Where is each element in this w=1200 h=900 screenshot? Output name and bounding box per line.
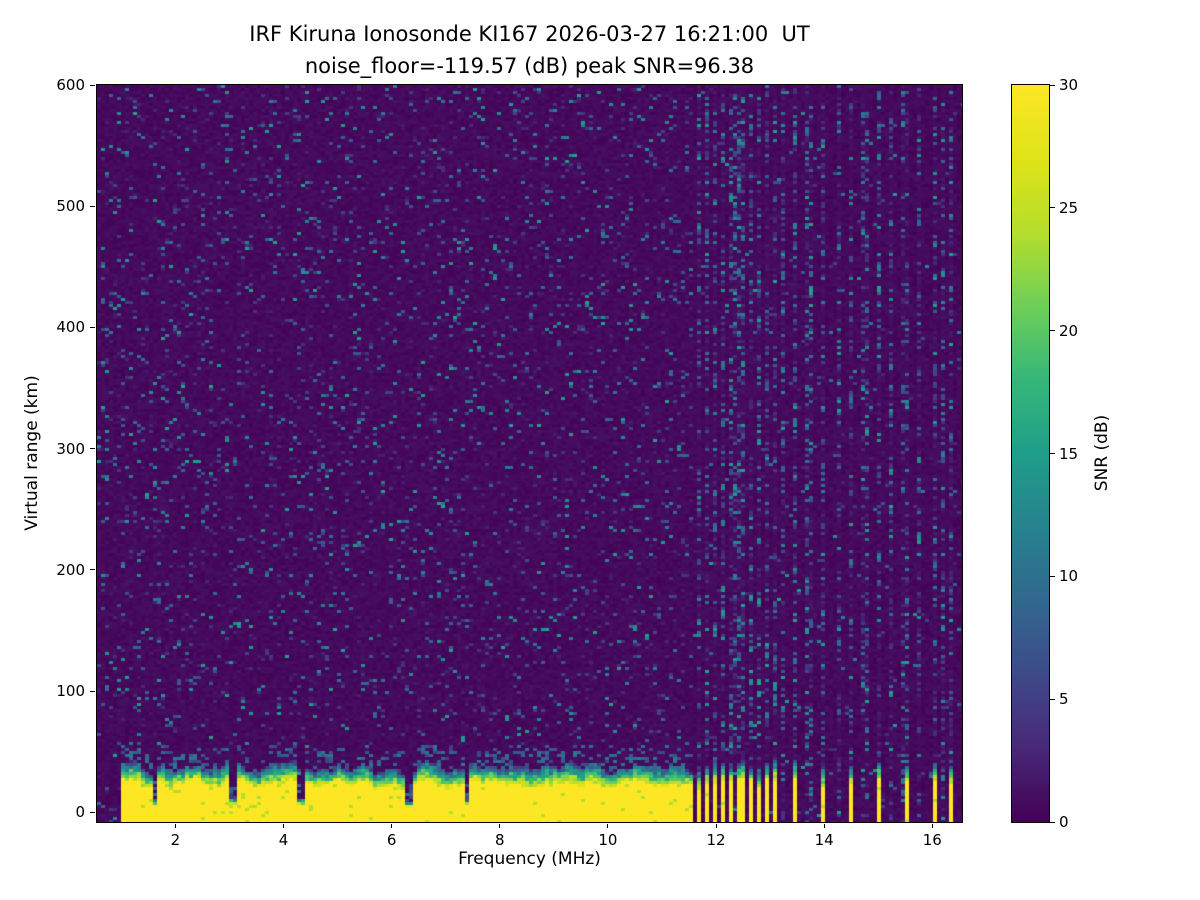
colorbar-tick-mark <box>1050 453 1055 454</box>
x-tick-label: 8 <box>494 831 505 849</box>
colorbar-tick-label: 10 <box>1059 567 1079 586</box>
heatmap-canvas <box>97 85 962 822</box>
x-tick-mark <box>715 824 717 828</box>
x-tick-label: 12 <box>706 831 726 849</box>
colorbar-tick-mark <box>1050 207 1055 209</box>
y-tick-label: 300 <box>56 439 85 458</box>
y-tick-mark <box>90 448 95 450</box>
x-tick-label: 10 <box>598 831 618 849</box>
y-tick-mark <box>90 690 95 692</box>
x-tick-label: 4 <box>278 831 289 849</box>
colorbar-tick-mark <box>1050 330 1055 332</box>
colorbar-tick-label: 5 <box>1059 690 1069 709</box>
y-tick-mark <box>90 205 95 207</box>
x-tick-label: 2 <box>170 831 181 849</box>
y-tick-mark <box>90 811 95 813</box>
y-tick-label: 0 <box>75 803 85 822</box>
x-tick-mark <box>499 824 501 828</box>
plot-area <box>96 84 963 823</box>
y-tick-label: 500 <box>56 197 85 216</box>
y-tick-label: 200 <box>56 560 85 579</box>
colorbar <box>1011 84 1050 823</box>
x-tick-label: 16 <box>922 831 942 849</box>
y-tick-label: 100 <box>56 682 85 701</box>
y-tick-label: 400 <box>56 318 85 337</box>
colorbar-tick-label: 0 <box>1059 813 1069 831</box>
x-tick-label: 14 <box>814 831 834 849</box>
y-tick-mark <box>90 569 95 571</box>
x-tick-mark <box>174 824 176 828</box>
colorbar-gradient <box>1012 85 1049 822</box>
y-tick-mark <box>90 84 95 86</box>
chart-title: IRF Kiruna Ionosonde KI167 2026-03-27 16… <box>249 22 810 46</box>
x-axis-label: Frequency (MHz) <box>458 849 601 869</box>
x-tick-mark <box>283 824 285 828</box>
y-tick-label: 600 <box>56 76 85 94</box>
colorbar-tick-mark <box>1050 575 1055 577</box>
x-tick-mark <box>823 824 825 828</box>
x-tick-mark <box>607 824 609 828</box>
colorbar-label: SNR (dB) <box>1092 414 1112 492</box>
colorbar-tick-label: 15 <box>1059 444 1079 463</box>
colorbar-tick-mark <box>1050 84 1055 86</box>
x-tick-mark <box>931 824 933 828</box>
colorbar-tick-label: 30 <box>1059 76 1079 94</box>
chart-subtitle: noise_floor=-119.57 (dB) peak SNR=96.38 <box>304 54 755 78</box>
colorbar-tick-mark <box>1050 698 1055 700</box>
x-tick-label: 6 <box>386 831 397 849</box>
colorbar-tick-label: 20 <box>1059 321 1079 340</box>
y-tick-mark <box>90 326 95 328</box>
colorbar-tick-label: 25 <box>1059 198 1079 217</box>
x-tick-mark <box>391 824 393 828</box>
colorbar-tick-mark <box>1050 821 1055 823</box>
